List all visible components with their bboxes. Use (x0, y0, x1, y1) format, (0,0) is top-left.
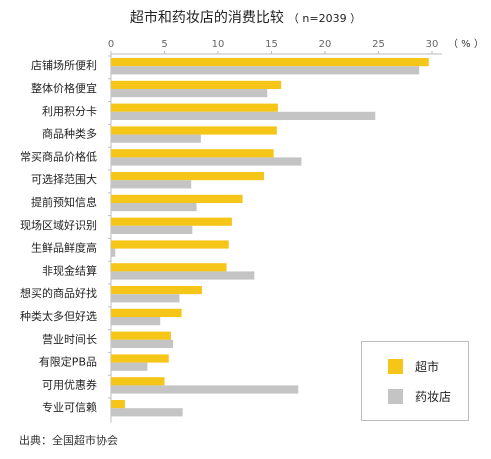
bar-supermarket (111, 400, 125, 409)
bar-supermarket (111, 58, 429, 67)
bar-supermarket (111, 286, 202, 295)
chart-title: 超市和药妆店的消费比较（ n=2039 ） (0, 7, 491, 27)
category-label: 非现金结算 (42, 263, 97, 277)
legend-swatch-drugstore (388, 389, 403, 404)
bar-supermarket (111, 149, 274, 158)
bar-drugstore (111, 248, 116, 257)
bar-supermarket (111, 80, 282, 89)
bar-drugstore (111, 294, 180, 303)
category-label: 现场区域好识别 (20, 218, 97, 232)
category-label: 店铺场所便利 (31, 58, 97, 72)
bar-drugstore (111, 89, 268, 98)
category-label: 可选择范围大 (31, 172, 97, 186)
bar-supermarket (111, 172, 265, 181)
x-tick-label: 10 (212, 39, 225, 50)
x-tick-label: 5 (161, 39, 167, 50)
category-label: 想买的商品好找 (20, 286, 97, 300)
bar-drugstore (111, 111, 376, 120)
x-tick-label: 15 (265, 39, 278, 50)
bar-supermarket (111, 331, 171, 340)
bar-supermarket (111, 263, 227, 272)
category-label: 有限定PB品 (39, 355, 97, 369)
x-tick-label: 30 (426, 39, 439, 50)
title-sample-size: （ n=2039 ） (287, 12, 362, 25)
bar-drugstore (111, 339, 174, 348)
category-label: 生鲜品鲜度高 (31, 241, 97, 255)
bar-drugstore (111, 385, 299, 394)
bar-drugstore (111, 66, 420, 75)
category-label: 种类太多但好选 (20, 309, 97, 323)
category-label: 专业可信赖 (42, 400, 97, 414)
category-label: 整体价格便宜 (31, 81, 97, 95)
bar-drugstore (111, 203, 197, 212)
bar-drugstore (111, 408, 183, 417)
bar-supermarket (111, 103, 278, 112)
bar-supermarket (111, 217, 232, 226)
legend-item-drugstore: 药妆店 (388, 388, 451, 405)
bar-drugstore (111, 180, 192, 189)
bar-supermarket (111, 240, 229, 249)
category-label: 提前预知信息 (31, 195, 97, 209)
bar-supermarket (111, 354, 169, 363)
bar-drugstore (111, 157, 302, 166)
category-label: 商品种类多 (42, 127, 97, 141)
bar-supermarket (111, 194, 243, 203)
legend: 超市 药妆店 (361, 341, 469, 421)
legend-swatch-supermarket (388, 359, 403, 374)
legend-label-supermarket: 超市 (415, 360, 440, 374)
bar-drugstore (111, 317, 161, 326)
legend-label-drugstore: 药妆店 (415, 390, 452, 404)
x-tick-label: 25 (372, 39, 385, 50)
bar-drugstore (111, 134, 201, 143)
title-main: 超市和药妆店的消费比较 (129, 10, 284, 26)
x-tick-label: 0 (108, 39, 114, 50)
source-note: 出典：全国超市协会 (19, 434, 118, 447)
x-tick-label: 20 (319, 39, 332, 50)
bar-supermarket (111, 308, 182, 317)
x-axis-unit-label: （ % ） (448, 38, 484, 50)
category-label: 可用优惠券 (42, 377, 97, 391)
category-label: 营业时间长 (42, 332, 97, 346)
bar-supermarket (111, 377, 165, 386)
bar-drugstore (111, 225, 193, 234)
bar-drugstore (111, 271, 255, 280)
category-label: 常买商品价格低 (20, 149, 97, 163)
bar-drugstore (111, 362, 148, 371)
bar-supermarket (111, 126, 277, 135)
legend-item-supermarket: 超市 (388, 358, 439, 375)
category-label: 利用积分卡 (42, 105, 97, 118)
